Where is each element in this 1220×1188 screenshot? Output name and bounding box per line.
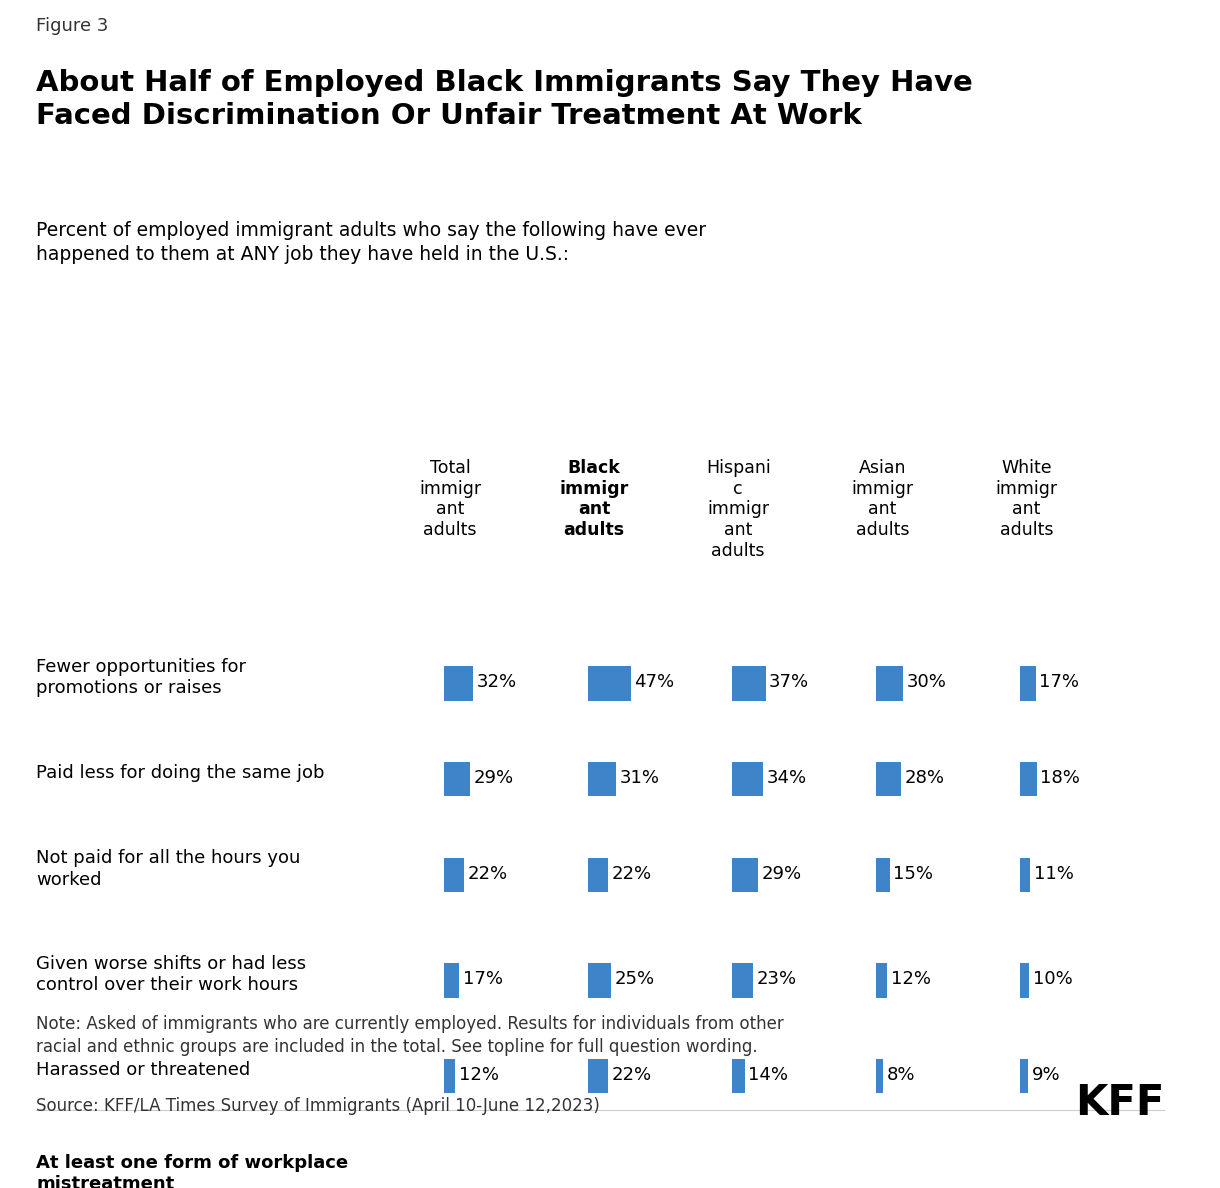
- Text: 29%: 29%: [762, 865, 802, 883]
- FancyBboxPatch shape: [876, 1162, 916, 1188]
- Text: 17%: 17%: [1039, 674, 1080, 691]
- Text: About Half of Employed Black Immigrants Say They Have
Faced Discrimination Or Un: About Half of Employed Black Immigrants …: [37, 69, 972, 131]
- FancyBboxPatch shape: [588, 1059, 608, 1093]
- Text: 11%: 11%: [1033, 865, 1074, 883]
- FancyBboxPatch shape: [876, 666, 903, 701]
- Text: Paid less for doing the same job: Paid less for doing the same job: [37, 765, 325, 783]
- FancyBboxPatch shape: [588, 963, 611, 998]
- Text: 56%: 56%: [592, 1169, 634, 1187]
- Text: 10%: 10%: [1033, 971, 1072, 988]
- Text: White
immigr
ant
adults: White immigr ant adults: [996, 459, 1058, 539]
- Text: 18%: 18%: [1041, 769, 1080, 788]
- Text: Hispani
c
immigr
ant
adults: Hispani c immigr ant adults: [706, 459, 771, 560]
- FancyBboxPatch shape: [1020, 963, 1030, 998]
- Text: Note: Asked of immigrants who are currently employed. Results for individuals fr: Note: Asked of immigrants who are curren…: [37, 1015, 783, 1056]
- Text: Figure 3: Figure 3: [37, 17, 109, 36]
- Text: 22%: 22%: [611, 1066, 651, 1085]
- FancyBboxPatch shape: [876, 858, 889, 892]
- Text: 12%: 12%: [891, 971, 931, 988]
- Text: 55%: 55%: [736, 1169, 778, 1187]
- Text: Asian
immigr
ant
adults: Asian immigr ant adults: [852, 459, 914, 539]
- Text: 25%: 25%: [615, 971, 654, 988]
- FancyBboxPatch shape: [876, 762, 902, 796]
- FancyBboxPatch shape: [588, 858, 608, 892]
- FancyBboxPatch shape: [1020, 666, 1036, 701]
- FancyBboxPatch shape: [732, 963, 753, 998]
- FancyBboxPatch shape: [444, 1162, 487, 1188]
- FancyBboxPatch shape: [1020, 1059, 1028, 1093]
- FancyBboxPatch shape: [732, 858, 759, 892]
- FancyBboxPatch shape: [732, 1162, 782, 1188]
- Text: 15%: 15%: [893, 865, 933, 883]
- Text: 29%: 29%: [473, 769, 514, 788]
- Text: 22%: 22%: [467, 865, 508, 883]
- Text: 47%: 47%: [634, 674, 675, 691]
- Text: 34%: 34%: [766, 769, 806, 788]
- FancyBboxPatch shape: [732, 762, 762, 796]
- Text: Source: KFF/LA Times Survey of Immigrants (April 10-June 12,2023): Source: KFF/LA Times Survey of Immigrant…: [37, 1098, 600, 1116]
- Text: Fewer opportunities for
promotions or raises: Fewer opportunities for promotions or ra…: [37, 658, 246, 697]
- Text: 28%: 28%: [905, 769, 946, 788]
- Text: 31%: 31%: [620, 769, 660, 788]
- FancyBboxPatch shape: [588, 762, 616, 796]
- Text: 17%: 17%: [464, 971, 503, 988]
- Text: 37%: 37%: [769, 674, 809, 691]
- FancyBboxPatch shape: [1020, 1162, 1048, 1188]
- FancyBboxPatch shape: [876, 1059, 883, 1093]
- FancyBboxPatch shape: [732, 666, 765, 701]
- Text: 32%: 32%: [477, 674, 517, 691]
- Text: 14%: 14%: [748, 1066, 788, 1085]
- FancyBboxPatch shape: [444, 963, 460, 998]
- Text: Harassed or threatened: Harassed or threatened: [37, 1062, 250, 1080]
- Text: 9%: 9%: [1032, 1066, 1060, 1085]
- FancyBboxPatch shape: [732, 1059, 745, 1093]
- Text: 8%: 8%: [887, 1066, 915, 1085]
- FancyBboxPatch shape: [444, 1059, 455, 1093]
- Text: Not paid for all the hours you
worked: Not paid for all the hours you worked: [37, 849, 300, 889]
- Text: 44%: 44%: [880, 1169, 924, 1187]
- Text: KFF: KFF: [1075, 1082, 1164, 1124]
- Text: 22%: 22%: [611, 865, 651, 883]
- Text: Total
immigr
ant
adults: Total immigr ant adults: [420, 459, 481, 539]
- Text: Percent of employed immigrant adults who say the following have ever
happened to: Percent of employed immigrant adults who…: [37, 221, 706, 264]
- FancyBboxPatch shape: [444, 858, 464, 892]
- Text: Given worse shifts or had less
control over their work hours: Given worse shifts or had less control o…: [37, 955, 306, 994]
- FancyBboxPatch shape: [444, 762, 470, 796]
- FancyBboxPatch shape: [876, 963, 887, 998]
- Text: At least one form of workplace
mistreatment: At least one form of workplace mistreatm…: [37, 1154, 348, 1188]
- FancyBboxPatch shape: [444, 666, 473, 701]
- Text: 12%: 12%: [459, 1066, 499, 1085]
- FancyBboxPatch shape: [588, 1162, 638, 1188]
- FancyBboxPatch shape: [1020, 762, 1037, 796]
- Text: 23%: 23%: [756, 971, 797, 988]
- FancyBboxPatch shape: [1020, 858, 1030, 892]
- FancyBboxPatch shape: [588, 666, 631, 701]
- Text: 30%: 30%: [906, 674, 947, 691]
- Text: 47%: 47%: [448, 1169, 490, 1187]
- Text: Black
immigr
ant
adults: Black immigr ant adults: [560, 459, 628, 539]
- Text: 31%: 31%: [1024, 1169, 1068, 1187]
